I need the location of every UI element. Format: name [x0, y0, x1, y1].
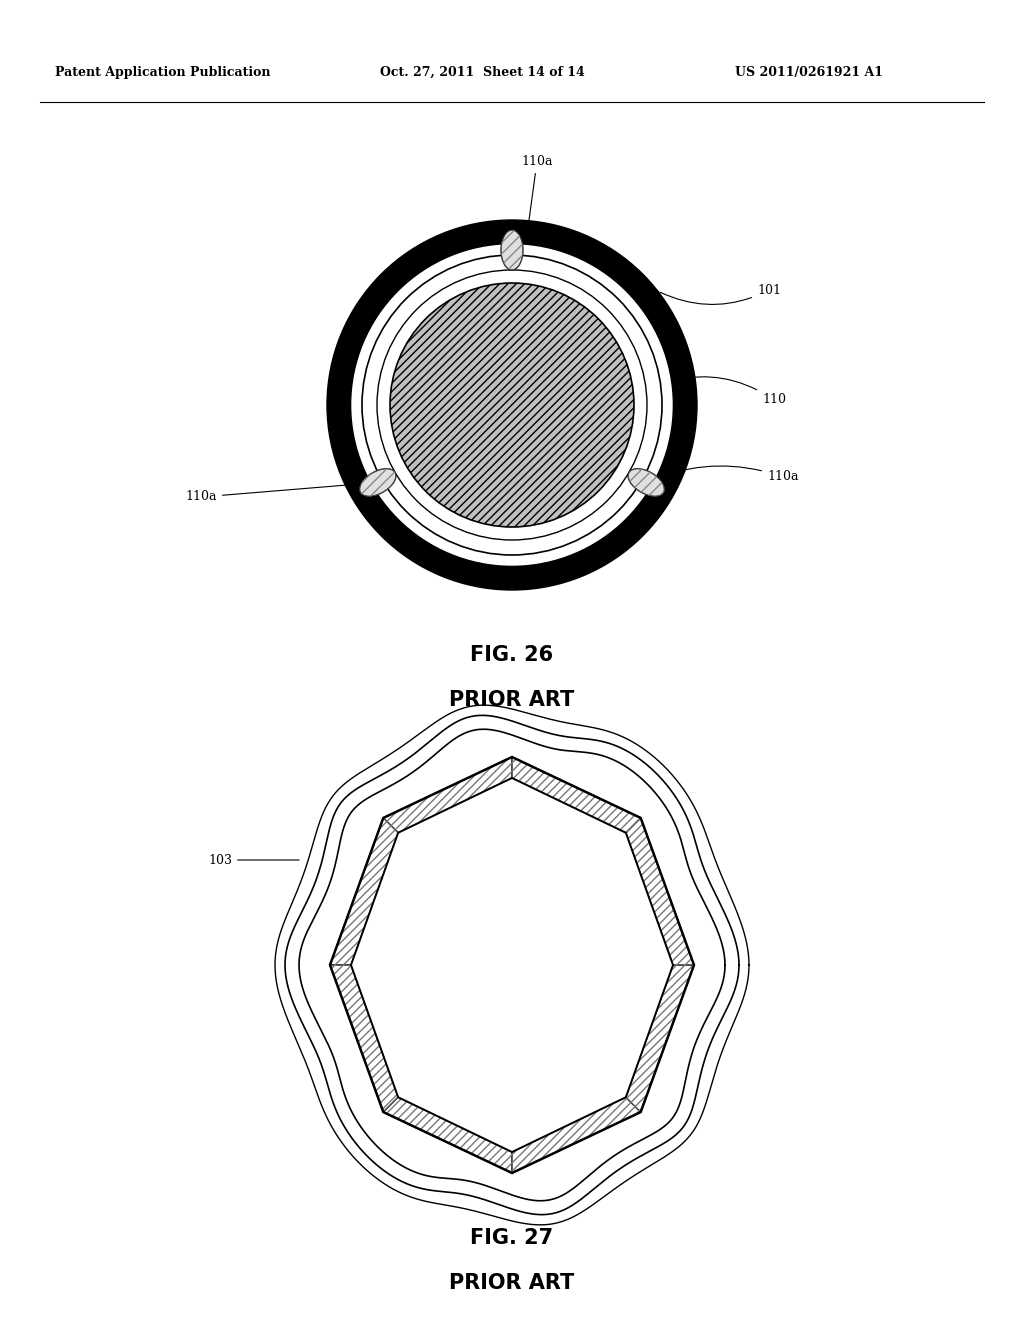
Text: PRIOR ART: PRIOR ART — [450, 1272, 574, 1294]
Polygon shape — [626, 965, 694, 1111]
Polygon shape — [512, 1097, 641, 1173]
Polygon shape — [626, 818, 694, 965]
Polygon shape — [512, 756, 641, 833]
Circle shape — [327, 220, 697, 590]
Text: 110a: 110a — [649, 466, 799, 483]
Polygon shape — [383, 1097, 512, 1173]
Polygon shape — [330, 965, 398, 1111]
Text: Oct. 27, 2011  Sheet 14 of 14: Oct. 27, 2011 Sheet 14 of 14 — [380, 66, 585, 78]
Polygon shape — [351, 777, 673, 1152]
Text: Patent Application Publication: Patent Application Publication — [55, 66, 270, 78]
Polygon shape — [351, 777, 673, 1152]
Text: 110a: 110a — [185, 483, 375, 503]
Text: US 2011/0261921 A1: US 2011/0261921 A1 — [735, 66, 883, 78]
Ellipse shape — [359, 469, 396, 496]
Circle shape — [390, 282, 634, 527]
Text: PRIOR ART: PRIOR ART — [450, 690, 574, 710]
Polygon shape — [383, 756, 512, 833]
Text: 110a: 110a — [521, 154, 553, 232]
Text: 101: 101 — [660, 284, 781, 305]
Text: FIG. 27: FIG. 27 — [470, 1228, 554, 1247]
Circle shape — [352, 246, 672, 565]
Polygon shape — [330, 818, 398, 965]
Circle shape — [377, 271, 647, 540]
Text: FIG. 26: FIG. 26 — [470, 645, 554, 665]
Ellipse shape — [501, 230, 523, 271]
Text: 110: 110 — [664, 376, 786, 407]
Ellipse shape — [628, 469, 665, 496]
Text: 103: 103 — [208, 854, 299, 866]
